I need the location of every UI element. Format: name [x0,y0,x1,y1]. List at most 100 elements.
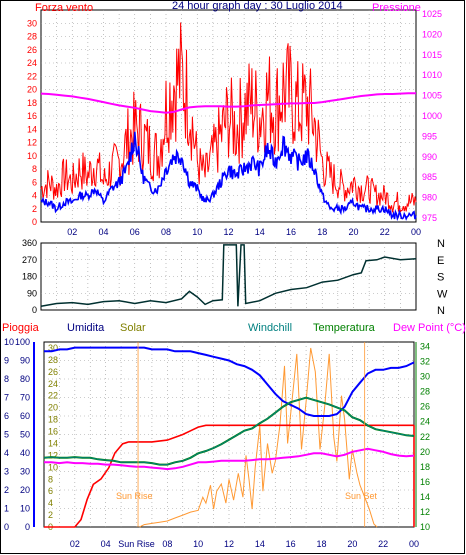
time-tick-label: 12 [224,539,234,549]
solar-tick-label: 14 [48,438,58,448]
solar-tick-label: 20 [48,403,58,413]
compass-label: W [437,288,448,300]
temp-tick-label: 22 [420,432,430,442]
pressure-tick-label: 985 [422,172,437,182]
time-tick-label: 00 [411,227,421,237]
windchill-line [43,397,415,466]
wind-tick-label: 26 [27,45,37,55]
pressure-tick-label: 1005 [422,91,442,101]
solar-tick-label: 6 [48,486,53,496]
humidity-tick-label: 50 [20,430,30,440]
rain-line [44,424,414,528]
temp-tick-label: 24 [420,417,430,427]
temp-tick-label: 18 [420,462,430,472]
direction-tick-label: 360 [22,238,37,248]
temp-tick-label: 30 [420,372,430,382]
solar-tick-label: 26 [48,367,58,377]
time-tick-label: 20 [348,227,358,237]
humidity-tick-label: 100 [15,337,30,347]
chart-title: 24 hour graph day : 30 Luglio 2014 [172,0,343,12]
wind-tick-label: 0 [32,217,37,227]
temp-tick-label: 20 [420,447,430,457]
legend-dewpoint: Dew Point (°C) [393,322,466,334]
temp-tick-label: 14 [420,492,430,502]
legend-solar: Solar [120,322,146,334]
time-tick-label: 04 [101,539,111,549]
wind-tick-label: 2 [32,204,37,214]
pressure-tick-label: 980 [422,193,437,203]
time-tick-label: 04 [98,227,108,237]
wind-tick-label: 24 [27,58,37,68]
compass-label: S [437,272,444,284]
solar-line [139,347,378,528]
wind-direction-line [40,244,417,308]
humidity-tick-label: 30 [20,467,30,477]
solar-tick-label: 28 [48,355,58,365]
wind-tick-label: 22 [27,71,37,81]
humidity-tick-label: 70 [20,393,30,403]
temp-tick-label: 12 [420,507,430,517]
time-tick-label: 00 [409,539,419,549]
wind-tick-label: 18 [27,98,37,108]
solar-tick-label: 10 [48,462,58,472]
wind-pressure-series [40,22,417,222]
humidity-tick-label: 60 [20,411,30,421]
pressure-tick-label: 975 [422,213,437,223]
pressure-axis-title: Pressione [372,2,421,14]
pressure-y-axis: 975 980 985 990 995 1000 1005 1010 1015 1020 1025 [422,9,442,223]
direction-y-axis: 0 90 180 270 360 [22,238,37,315]
rain-tick-label: 10 [4,337,14,347]
wind-tick-label: 4 [32,191,37,201]
pressure-tick-label: 995 [422,131,437,141]
wind-tick-label: 8 [32,164,37,174]
solar-tick-label: 18 [48,415,58,425]
solar-tick-label: 2 [48,510,53,520]
time-tick-label: 22 [380,227,390,237]
pressure-tick-label: 1020 [422,29,442,39]
rain-tick-label: 6 [4,411,9,421]
wind-tick-label: 30 [27,18,37,28]
direction-tick-label: 0 [32,305,37,315]
time-tick-label: Sun Rise [118,539,155,549]
wind-tick-label: 10 [27,151,37,161]
wind-tick-label: 28 [27,32,37,42]
humidity-tick-label: 10 [20,504,30,514]
time-tick-label: 20 [347,539,357,549]
sunset-annotation: Sun Set [345,491,378,501]
pressure-tick-label: 1000 [422,111,442,121]
rain-tick-label: 9 [4,356,9,366]
temp-tick-label: 32 [420,357,430,367]
pressure-tick-label: 1015 [422,50,442,60]
time-tick-label: 14 [255,539,265,549]
time-tick-label: 22 [378,539,388,549]
temp-tick-label: 10 [420,522,430,532]
solar-tick-label: 30 [48,343,58,353]
rain-tick-label: 0 [4,522,9,532]
wind-axis-title: Forza vento [35,2,93,14]
solar-tick-label: 24 [48,379,58,389]
time-tick-label: 08 [161,227,171,237]
wind-gust-line [40,22,417,214]
rain-tick-label: 5 [4,430,9,440]
time-tick-label: 02 [70,539,80,549]
time-tick-label: 18 [316,539,326,549]
temp-tick-label: 34 [420,342,430,352]
rain-tick-label: 3 [4,467,9,477]
time-tick-label: 06 [130,227,140,237]
legend-humidity: Umidita [67,322,105,334]
compass-label: E [437,255,444,267]
time-tick-label: 16 [286,539,296,549]
time-tick-label: 10 [193,539,203,549]
temp-tick-label: 26 [420,402,430,412]
rain-tick-label: 2 [4,485,9,495]
rain-tick-label: 1 [4,504,9,514]
pressure-tick-label: 1025 [422,9,442,19]
rain-tick-label: 4 [4,448,9,458]
rain-tick-label: 7 [4,393,9,403]
temp-tick-label: 16 [420,477,430,487]
wind-tick-label: 20 [27,85,37,95]
